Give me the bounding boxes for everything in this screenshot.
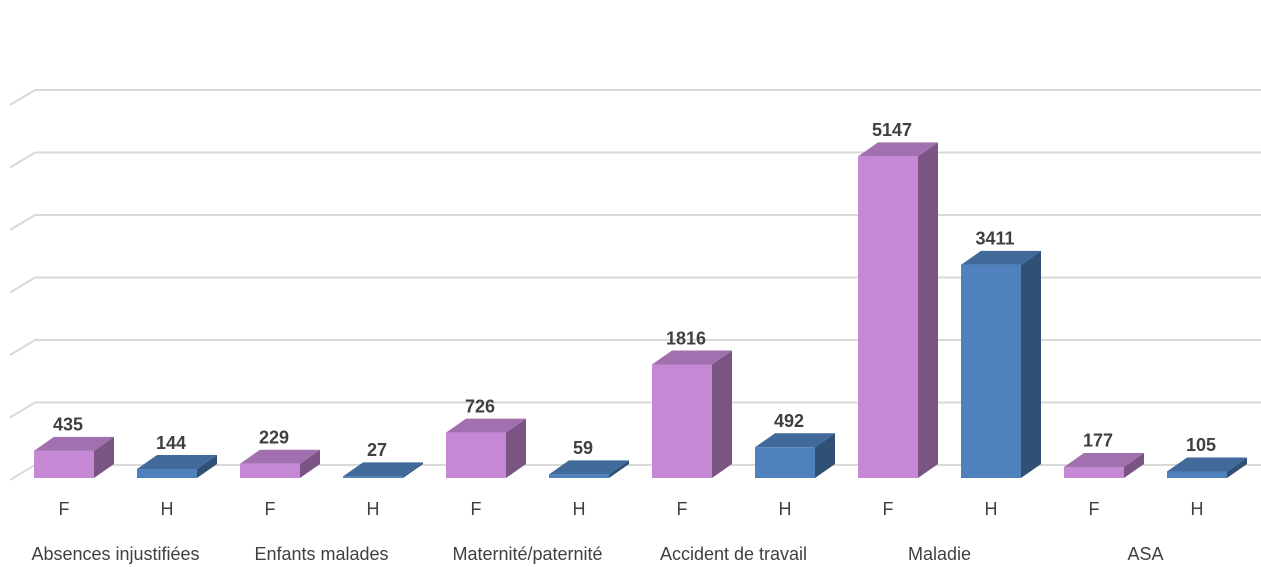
bar [343,476,403,478]
bar-side [300,449,320,478]
x-tick-label: H [1191,499,1204,519]
data-label: 435 [53,415,83,435]
bar-side [1227,457,1247,478]
data-label: 59 [573,438,593,458]
bar-side [197,455,217,478]
x-tick-label: H [161,499,174,519]
data-label: 105 [1186,435,1216,455]
bar [137,469,197,478]
bar-top [240,449,320,464]
grid-line [9,339,1261,356]
data-label: 5147 [872,120,912,140]
group-label: Maternité/paternité [452,544,602,564]
bar [858,156,918,478]
grid-line [9,89,1261,106]
x-tick-label: H [779,499,792,519]
bar-top [652,350,732,365]
bar [961,264,1021,478]
grid-line [9,276,1261,294]
bar-top [549,460,629,475]
bar [652,364,712,478]
x-tick-label: F [471,499,482,519]
bar-top [755,433,835,448]
data-label: 1816 [666,328,706,348]
group-label: Accident de travail [660,544,807,564]
data-label: 177 [1083,431,1113,451]
bar-top [343,462,423,477]
group-label: Enfants malades [254,544,388,564]
bar-top [1167,457,1247,472]
data-label: 144 [156,433,186,453]
x-tick-label: F [883,499,894,519]
bar-side [1124,452,1144,478]
bar-side [712,350,732,478]
bar [240,463,300,478]
data-label: 229 [259,427,289,447]
bar-top [858,142,938,157]
bar-top [446,418,526,433]
group-label: Absences injustifiées [31,544,199,564]
grid-line [9,151,1261,169]
data-label: 3411 [975,229,1014,249]
data-label: 492 [774,411,804,431]
bar [549,474,609,478]
group-label: Maladie [908,544,971,564]
bar-top [34,436,114,451]
bar-side [1021,250,1041,478]
bar-side [609,460,629,478]
x-tick-label: F [1089,499,1100,519]
grid-line [9,401,1261,419]
bar-top [137,455,217,469]
bar-side [918,142,938,478]
group-label: ASA [1127,544,1163,564]
bar-side [94,436,114,478]
x-tick-label: H [573,499,586,519]
bar-top [961,250,1041,265]
bar [446,432,506,478]
data-label: 27 [367,440,387,460]
bar-side [815,433,835,478]
x-tick-label: H [367,499,380,519]
bar [1064,466,1124,478]
bar-side [506,418,526,478]
data-label: 726 [465,396,495,416]
x-tick-label: F [59,499,70,519]
x-tick-label: F [265,499,276,519]
x-tick-label: F [677,499,688,519]
bar-top [1064,452,1144,467]
grid-line [9,214,1261,231]
bar [1167,471,1227,478]
bar-side [403,462,423,478]
bar [34,450,94,478]
bar [755,447,815,478]
x-tick-label: H [985,499,998,519]
